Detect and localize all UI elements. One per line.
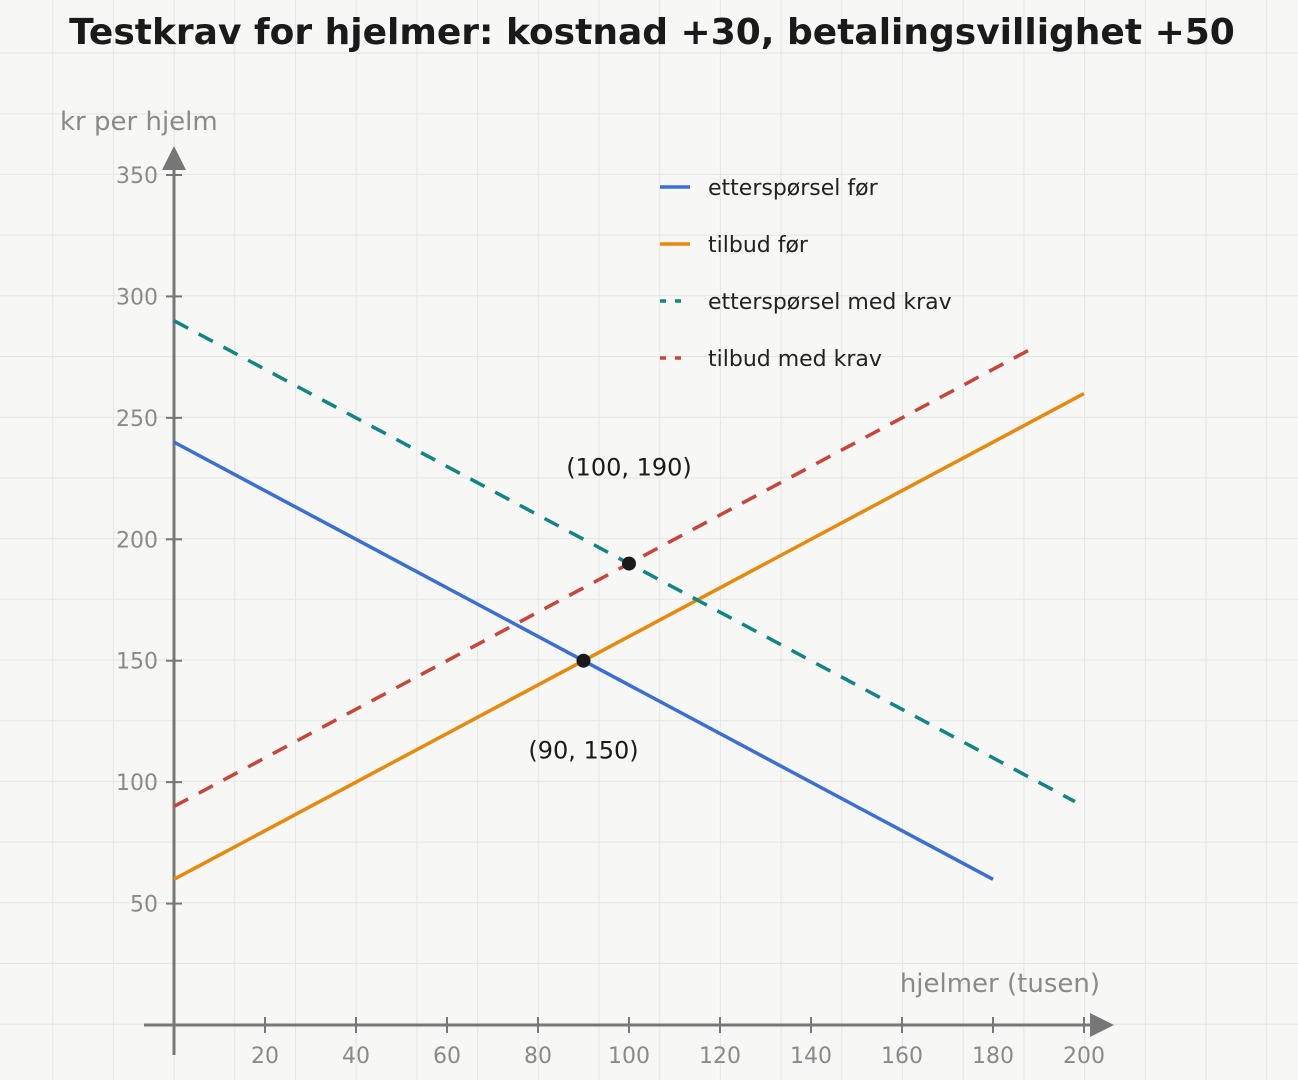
- legend-label: etterspørsel med krav: [708, 290, 952, 315]
- equilibrium-point-label: (90, 150): [528, 737, 638, 765]
- x-tick-label: 160: [881, 1044, 923, 1069]
- chart-title: Testkrav for hjelmer: kostnad +30, betal…: [69, 12, 1235, 53]
- x-tick-label: 80: [524, 1044, 552, 1069]
- equilibrium-point-label: (100, 190): [566, 454, 692, 482]
- x-tick-label: 140: [790, 1044, 832, 1069]
- x-tick-label: 120: [699, 1044, 741, 1069]
- series-line-2: [173, 392, 1085, 881]
- y-tick-label: 350: [116, 164, 158, 189]
- y-tick-label: 250: [116, 407, 158, 432]
- x-tick-label: 200: [1063, 1044, 1105, 1069]
- equilibrium-point: [576, 653, 591, 668]
- x-tick-label: 100: [608, 1044, 650, 1069]
- x-tick-label: 40: [342, 1044, 370, 1069]
- x-tick-label: 180: [972, 1044, 1014, 1069]
- y-tick-label: 300: [116, 285, 158, 310]
- x-tick-label: 60: [433, 1044, 461, 1069]
- legend-label: tilbud med krav: [708, 347, 882, 372]
- y-tick-label: 50: [130, 893, 158, 918]
- series-line-4: [173, 343, 1040, 808]
- legend-label: tilbud før: [708, 233, 809, 258]
- legend-label: etterspørsel før: [708, 176, 879, 201]
- x-axis-label: hjelmer (tusen): [900, 969, 1100, 999]
- y-tick-label: 200: [116, 528, 158, 553]
- points-group: (90, 150) (100, 190): [528, 454, 691, 765]
- y-axis-label: kr per hjelm: [60, 107, 218, 137]
- y-axis-arrow: [162, 146, 186, 170]
- ticks: 20 40 60 80 100 120 140 160 180 200 50 100 150 200 250…: [116, 164, 1105, 1069]
- x-tick-label: 20: [251, 1044, 279, 1069]
- series-group: [173, 319, 1085, 881]
- y-tick-label: 100: [116, 771, 158, 796]
- equilibrium-point: [622, 556, 636, 571]
- x-axis-arrow: [1090, 1013, 1114, 1037]
- legend: etterspørsel før tilbud før etterspørsel m…: [660, 176, 952, 372]
- axes: [144, 146, 1114, 1055]
- y-tick-label: 150: [116, 650, 158, 675]
